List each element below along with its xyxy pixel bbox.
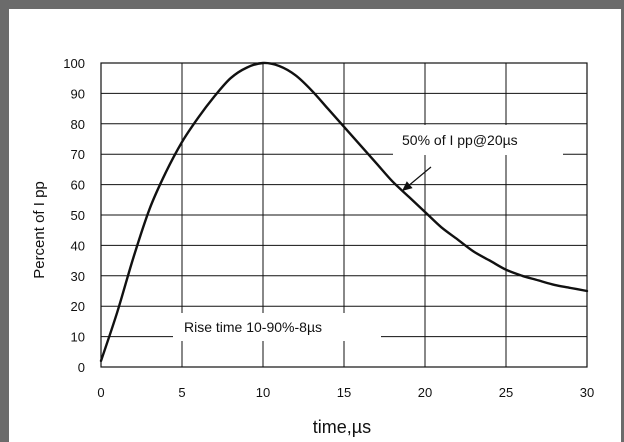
x-tick-label: 20 bbox=[418, 385, 432, 400]
annotation-rise-box bbox=[173, 313, 381, 341]
x-axis-title: time,µs bbox=[313, 417, 371, 437]
y-tick-label: 70 bbox=[71, 147, 85, 162]
y-tick-label: 50 bbox=[71, 208, 85, 223]
y-tick-labels: 0 10 20 30 40 50 60 70 80 90 100 bbox=[63, 56, 85, 375]
annotation-arrow bbox=[406, 166, 432, 188]
y-tick-label: 100 bbox=[63, 56, 85, 71]
y-tick-label: 10 bbox=[71, 330, 85, 345]
series-line bbox=[99, 61, 589, 363]
y-axis-title: Percent of I pp bbox=[31, 181, 48, 279]
x-tick-labels: 0 5 10 15 20 25 30 bbox=[97, 385, 594, 400]
plot-border bbox=[100, 62, 588, 368]
y-tick-label: 40 bbox=[71, 238, 85, 253]
x-tick-label: 15 bbox=[337, 385, 351, 400]
y-tick-label: 30 bbox=[71, 269, 85, 284]
y-tick-label: 0 bbox=[78, 360, 85, 375]
x-tick-label: 0 bbox=[97, 385, 104, 400]
y-tick-label: 90 bbox=[71, 86, 85, 101]
y-tick-label: 20 bbox=[71, 299, 85, 314]
x-tick-label: 5 bbox=[178, 385, 185, 400]
annotation-peak-box bbox=[393, 125, 563, 155]
y-tick-label: 60 bbox=[71, 178, 85, 193]
annotation-half-peak-label: 50% of I pp@20µs bbox=[402, 132, 518, 148]
annotation-arrow-head bbox=[402, 181, 413, 191]
y-tick-label: 80 bbox=[71, 117, 85, 132]
x-tick-label: 25 bbox=[499, 385, 513, 400]
annotation-rise-time-label: Rise time 10-90%-8µs bbox=[184, 319, 322, 335]
x-tick-label: 30 bbox=[580, 385, 594, 400]
x-tick-label: 10 bbox=[256, 385, 270, 400]
